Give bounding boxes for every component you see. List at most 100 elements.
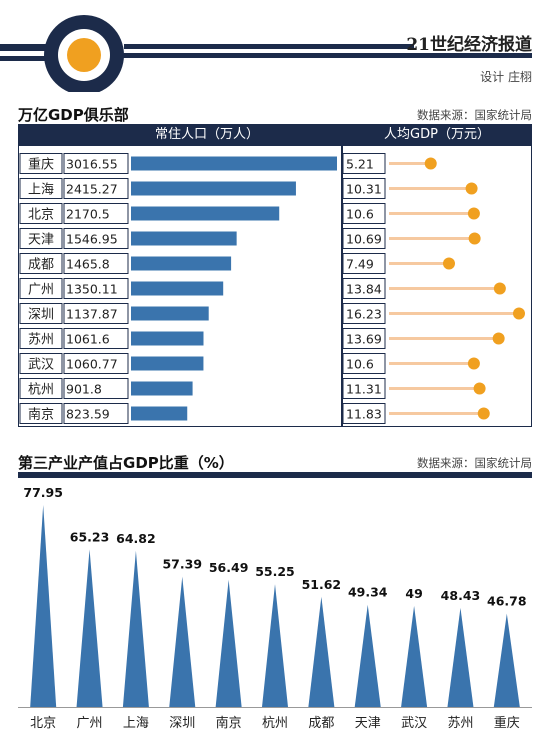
- gdp-value-label: 10.6: [346, 357, 374, 372]
- triangle-bar: [215, 579, 242, 707]
- gdp-value-box: [342, 253, 386, 274]
- gdp-dot: [473, 382, 486, 395]
- gdp-value-label: 13.84: [346, 282, 382, 297]
- value-label: 65.23: [70, 529, 110, 544]
- gdp-value-label: 10.6: [346, 207, 374, 222]
- gdp-value-box: [342, 353, 386, 374]
- category-label: 武汉: [401, 716, 427, 731]
- population-bar: [131, 231, 237, 246]
- city-label: 武汉: [28, 358, 54, 373]
- gdp-dot: [492, 332, 505, 345]
- population-bar: [131, 381, 193, 396]
- value-label: 46.78: [487, 594, 527, 609]
- gdp-value-label: 16.23: [346, 307, 382, 322]
- city-box: [19, 378, 63, 399]
- column-header-population: 常住人口（万人）: [154, 127, 259, 142]
- population-bar: [131, 181, 296, 196]
- value-label: 49.34: [348, 585, 388, 600]
- gdp-dot: [442, 257, 455, 270]
- table-source: 数据来源：国家统计局: [417, 108, 532, 122]
- population-bar: [131, 206, 280, 221]
- population-value-label: 901.8: [66, 382, 102, 397]
- city-box: [19, 253, 63, 274]
- city-label: 广州: [28, 283, 54, 298]
- population-value-label: 1350.11: [66, 282, 118, 297]
- triangle-bar: [30, 505, 57, 707]
- header-logo-graphic: [0, 15, 532, 92]
- gdp-value-box: [342, 153, 386, 174]
- gdp-value-label: 7.49: [346, 257, 374, 272]
- city-box: [19, 303, 63, 324]
- triangle-bar: [354, 604, 381, 707]
- gdp-value-box: [342, 178, 386, 199]
- category-label: 上海: [123, 716, 149, 731]
- city-label: 上海: [28, 183, 54, 198]
- gdp-value-label: 11.83: [346, 407, 382, 422]
- population-bar: [131, 406, 188, 421]
- designer-credit: 设计 庄栩: [480, 70, 532, 84]
- city-box: [19, 353, 63, 374]
- gdp-dot: [465, 182, 478, 195]
- city-label: 苏州: [28, 332, 54, 348]
- population-value-box: [63, 278, 129, 299]
- category-label: 广州: [77, 716, 103, 731]
- population-value-box: [63, 403, 129, 424]
- city-box: [19, 153, 63, 174]
- gdp-value-box: [342, 328, 386, 349]
- gdp-dot: [468, 232, 481, 245]
- city-box: [19, 178, 63, 199]
- population-value-label: 1546.95: [66, 232, 118, 247]
- city-label: 杭州: [28, 383, 54, 398]
- population-bar: [131, 356, 204, 371]
- population-bar: [131, 281, 224, 296]
- chart-header-band: [18, 472, 532, 478]
- population-value-box: [63, 203, 129, 224]
- city-label: 南京: [28, 407, 54, 423]
- gdp-value-box: [342, 203, 386, 224]
- city-box: [19, 328, 63, 349]
- table-header-band: 常住人口（万人） 人均GDP（万元）: [18, 124, 532, 146]
- triangle-bar: [122, 550, 149, 707]
- city-label: 重庆: [28, 157, 54, 173]
- triangle-bar: [493, 613, 520, 707]
- category-label: 苏州: [447, 715, 473, 731]
- category-label: 重庆: [494, 715, 520, 731]
- value-label: 56.49: [209, 560, 249, 575]
- column-divider: [341, 124, 343, 426]
- column-header-gdp-per-capita: 人均GDP（万元）: [384, 127, 490, 142]
- city-label: 天津: [28, 233, 54, 248]
- gdp-dot: [424, 157, 437, 170]
- table-title: 万亿GDP俱乐部: [18, 106, 129, 124]
- city-box: [19, 403, 63, 424]
- value-label: 48.43: [441, 588, 481, 603]
- population-value-label: 2170.5: [66, 207, 110, 222]
- population-value-label: 1465.8: [66, 257, 110, 272]
- category-label: 杭州: [262, 716, 288, 731]
- value-label: 55.25: [255, 564, 295, 579]
- gdp-value-label: 10.31: [346, 182, 382, 197]
- category-label: 南京: [216, 715, 242, 731]
- population-value-box: [63, 178, 129, 199]
- category-label: 成都: [308, 716, 334, 731]
- population-value-label: 1137.87: [66, 307, 118, 322]
- population-value-box: [63, 303, 129, 324]
- population-value-box: [63, 378, 129, 399]
- value-label: 57.39: [162, 557, 202, 572]
- population-value-box: [63, 353, 129, 374]
- value-label: 51.62: [302, 577, 342, 592]
- city-box: [19, 203, 63, 224]
- population-value-label: 823.59: [66, 407, 110, 422]
- gdp-dot: [467, 357, 480, 370]
- triangle-bar: [169, 576, 196, 707]
- population-value-label: 3016.55: [66, 157, 118, 172]
- population-bar: [131, 156, 337, 171]
- triangle-bar: [308, 596, 335, 707]
- triangle-bar: [76, 549, 103, 707]
- population-bar: [131, 256, 232, 271]
- population-value-label: 1061.6: [66, 332, 110, 347]
- value-label: 77.95: [23, 485, 63, 500]
- triangle-bar: [401, 605, 428, 707]
- chart-title: 第三产业产值占GDP比重（%）: [18, 454, 234, 472]
